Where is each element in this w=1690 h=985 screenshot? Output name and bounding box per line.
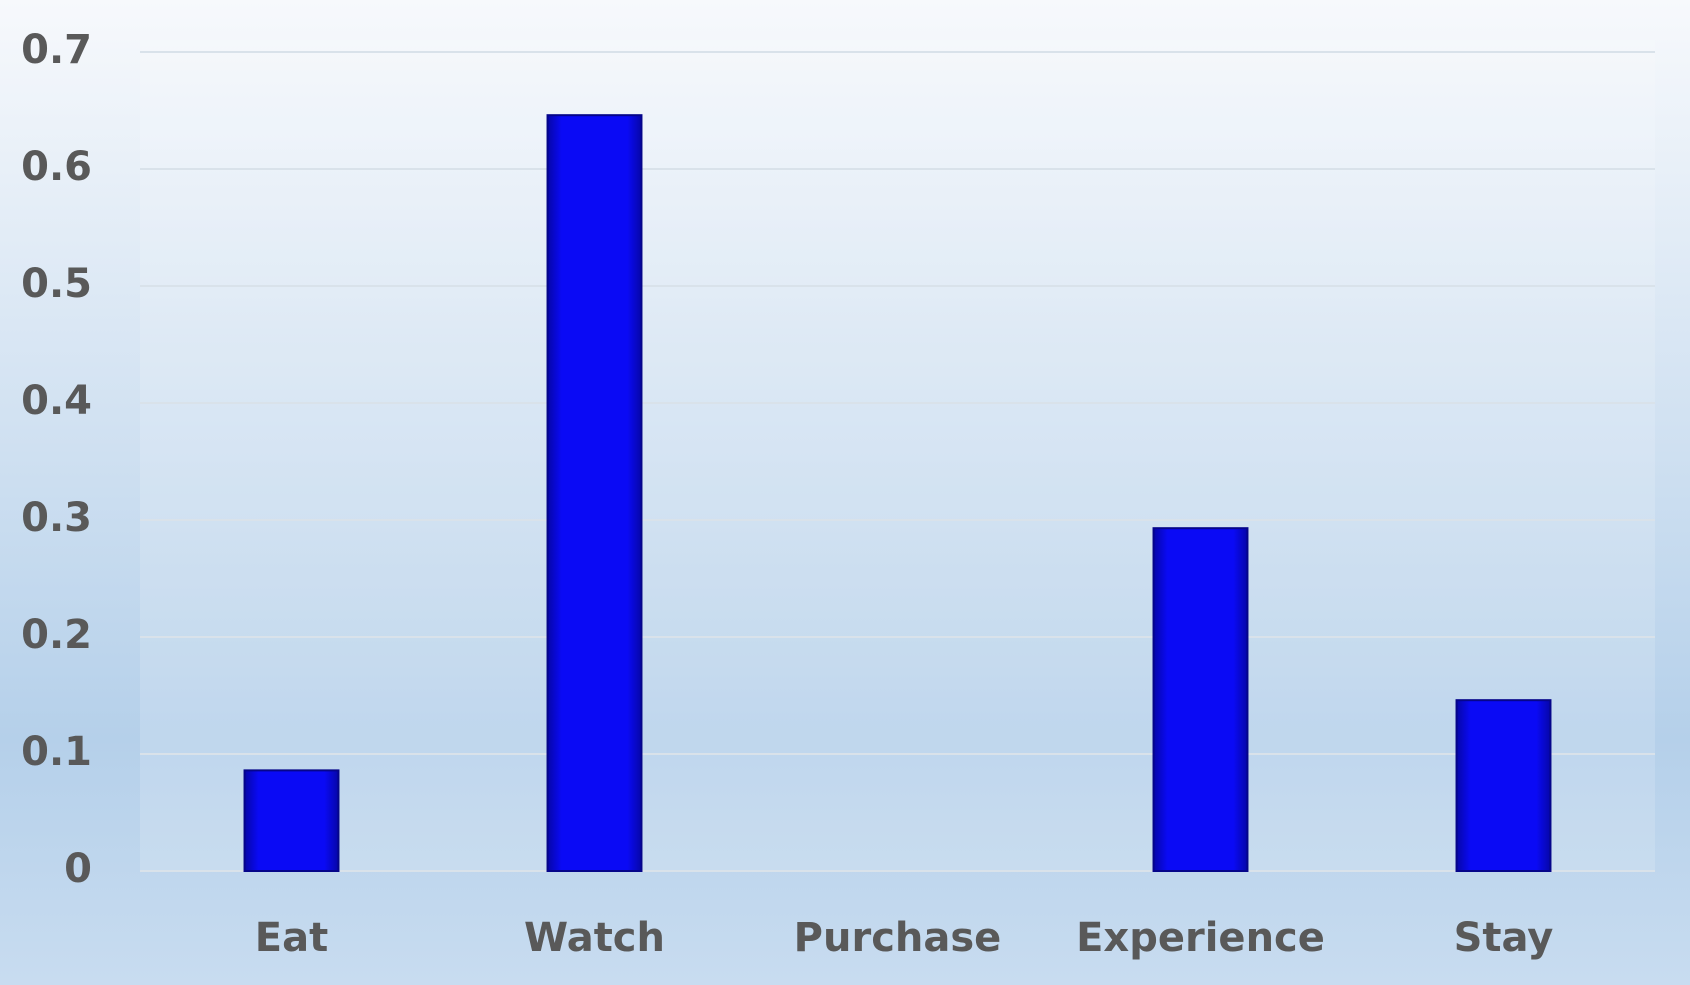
bar	[243, 769, 340, 873]
x-tick-label: Eat	[255, 915, 328, 961]
x-tick-label: Stay	[1454, 915, 1554, 961]
x-tick-label: Experience	[1076, 915, 1325, 961]
plot-area	[140, 40, 1655, 872]
y-tick-label: 0.1	[21, 729, 92, 775]
y-tick-label: 0.5	[21, 261, 92, 307]
bar	[546, 114, 643, 873]
x-tick-label: Watch	[524, 915, 665, 961]
bar	[1152, 527, 1249, 872]
y-tick-label: 0.7	[21, 27, 92, 73]
bar	[1455, 699, 1552, 872]
y-tick-label: 0.4	[21, 378, 92, 424]
y-tick-label: 0.6	[21, 144, 92, 190]
y-tick-label: 0.2	[21, 612, 92, 658]
y-tick-label: 0	[64, 846, 92, 892]
x-tick-label: Purchase	[794, 915, 1002, 961]
y-tick-label: 0.3	[21, 495, 92, 541]
